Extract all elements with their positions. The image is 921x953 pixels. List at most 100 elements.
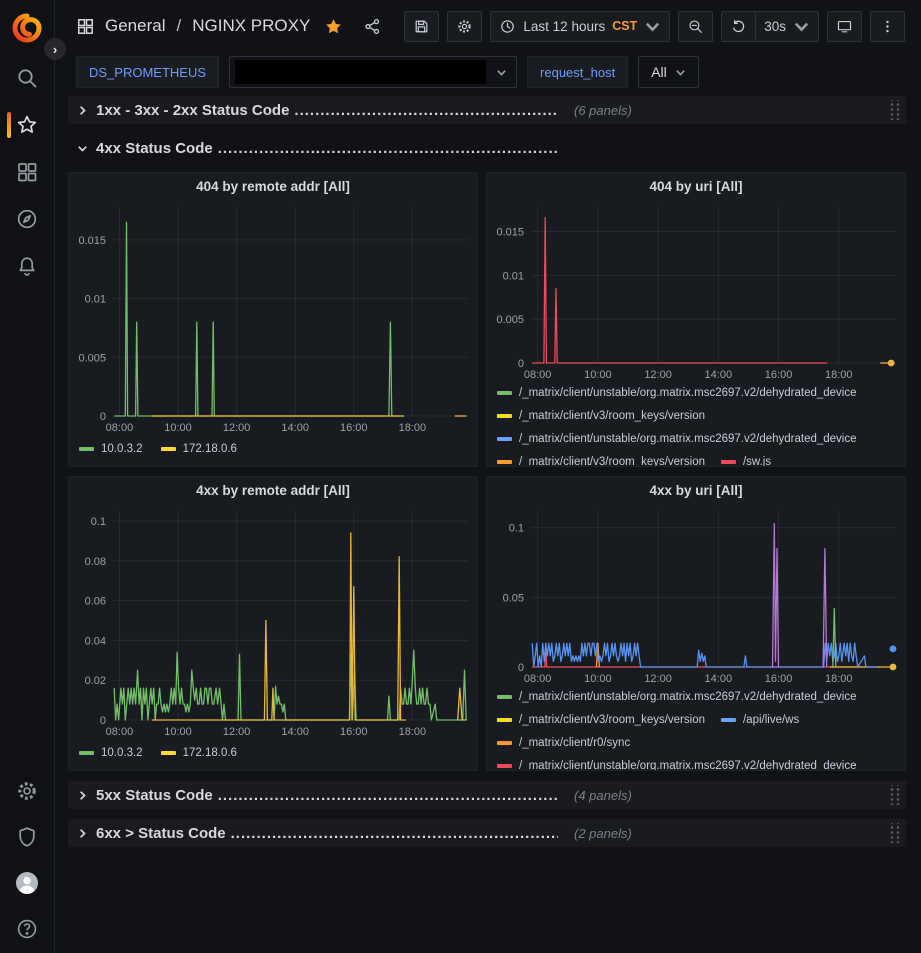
svg-text:0.04: 0.04 <box>85 635 106 647</box>
refresh-interval-label: 30s <box>764 18 786 34</box>
monitor-icon <box>837 20 852 32</box>
legend-swatch <box>79 447 94 451</box>
legend-item[interactable]: 10.0.3.2 <box>79 742 143 765</box>
sidebar-item-explore[interactable] <box>0 207 55 231</box>
grafana-logo-icon <box>12 13 42 43</box>
sidebar-item-help[interactable] <box>0 917 55 941</box>
sidebar-item-alerting[interactable] <box>0 254 55 278</box>
row-drag-handle[interactable] <box>888 823 900 843</box>
row-title: 5xx Status Code <box>96 786 213 804</box>
more-options-button[interactable] <box>870 10 905 42</box>
legend-swatch <box>720 717 736 722</box>
sidebar-item-starred[interactable] <box>0 112 55 138</box>
panel-4xx-by-uri: 4xx by uri [All] 0 0.05 0.1 08:00 10:00 12:00… <box>486 476 906 771</box>
panel-title[interactable]: 4xx by remote addr [All] <box>196 482 350 498</box>
dashboard-content: 1xx - 3xx - 2xx Status Code ............… <box>55 96 921 953</box>
sidebar-item-search[interactable] <box>0 66 55 90</box>
row-panel-count: (4 panels) <box>574 787 632 803</box>
svg-text:18:00: 18:00 <box>399 422 427 434</box>
refresh-button[interactable] <box>721 10 757 42</box>
chevron-down-icon <box>676 69 685 76</box>
panel-title[interactable]: 4xx by uri [All] <box>649 482 743 498</box>
legend-label: 10.0.3.2 <box>101 443 143 455</box>
row-6xx-status-code[interactable]: 6xx > Status Code ......................… <box>68 819 906 847</box>
time-range-picker[interactable]: Last 12 hours CST <box>490 10 671 42</box>
chevron-down-icon <box>497 69 506 76</box>
zoom-out-time-button[interactable] <box>678 10 714 42</box>
breadcrumb-section[interactable]: General <box>105 16 166 35</box>
svg-text:10:00: 10:00 <box>584 673 612 685</box>
legend-label: /_matrix/client/v3/room_keys/version <box>519 713 705 726</box>
chart-legend: /_matrix/client/unstable/org.matrix.msc2… <box>487 381 905 466</box>
gear-icon <box>18 782 36 800</box>
save-dashboard-button[interactable] <box>404 10 440 42</box>
row-5xx-status-code[interactable]: 5xx Status Code ........................… <box>68 781 906 809</box>
topbar: General / NGINX PROXY <box>55 0 921 52</box>
legend-label: 10.0.3.2 <box>101 747 143 759</box>
legend-item[interactable]: /_matrix/client/v3/room_keys/version <box>497 450 705 466</box>
svg-text:0.01: 0.01 <box>503 270 524 282</box>
avatar <box>16 872 38 894</box>
svg-text:16:00: 16:00 <box>340 726 368 738</box>
sidebar-item-profile[interactable] <box>0 871 55 895</box>
row-title-dots: ........................................… <box>217 786 558 804</box>
svg-text:0.08: 0.08 <box>85 556 106 568</box>
svg-text:10:00: 10:00 <box>584 369 612 381</box>
chevron-down-icon <box>78 145 87 152</box>
svg-text:0.1: 0.1 <box>91 516 106 528</box>
legend-item[interactable]: /sw.js <box>720 450 771 466</box>
legend-item[interactable]: /_matrix/client/unstable/org.matrix.msc2… <box>497 685 857 708</box>
datasource-select[interactable] <box>229 56 518 88</box>
legend-item[interactable]: /_matrix/client/unstable/org.matrix.msc2… <box>497 427 857 450</box>
sidebar-item-dashboards[interactable] <box>0 160 55 184</box>
panel-title[interactable]: 404 by uri [All] <box>649 178 743 194</box>
legend-item[interactable]: 172.18.0.6 <box>160 742 237 765</box>
svg-text:0.06: 0.06 <box>85 596 106 608</box>
legend-item[interactable]: 172.18.0.6 <box>160 438 237 461</box>
chart-canvas: 0 0.005 0.01 0.015 08:00 10:00 12:00 14:00 16:00… <box>496 207 896 381</box>
row-panel-count: (6 panels) <box>574 102 632 118</box>
legend-item[interactable]: /_matrix/client/v3/room_keys/version <box>497 708 705 731</box>
grafana-logo[interactable] <box>11 12 43 44</box>
legend-swatch <box>497 763 512 768</box>
request-host-select[interactable]: All <box>638 56 699 88</box>
svg-text:12:00: 12:00 <box>644 369 672 381</box>
svg-text:0: 0 <box>100 411 106 423</box>
legend-item[interactable]: 10.0.3.2 <box>79 438 143 461</box>
favorite-star-icon[interactable] <box>324 17 343 36</box>
timeseries-chart: 0 0.005 0.01 0.015 08:00 10:00 12:00 14:00 16:00… <box>69 199 477 434</box>
legend-item[interactable]: /_matrix/client/r0/sync <box>497 731 630 754</box>
legend-item[interactable]: /api/live/ws <box>720 708 800 731</box>
svg-text:12:00: 12:00 <box>644 673 672 685</box>
zoom-out-icon <box>689 19 703 33</box>
legend-item[interactable]: /_matrix/client/unstable/org.matrix.msc2… <box>497 381 857 404</box>
legend-item[interactable]: /_matrix/client/unstable/org.matrix.msc2… <box>497 754 857 770</box>
panel-title[interactable]: 404 by remote addr [All] <box>196 178 350 194</box>
panel-404-by-remote-addr: 404 by remote addr [All] 0 0.005 0.01 0.015… <box>68 172 478 467</box>
svg-text:14:00: 14:00 <box>705 673 733 685</box>
sidebar-item-server-admin[interactable] <box>0 825 55 849</box>
refresh-interval-dropdown[interactable]: 30s <box>756 10 819 42</box>
chevron-right-icon <box>80 828 86 838</box>
timeseries-chart: 0 0.005 0.01 0.015 08:00 10:00 12:00 14:00 16:00… <box>487 199 905 381</box>
row-drag-handle[interactable] <box>888 785 900 805</box>
svg-text:0.1: 0.1 <box>509 523 524 535</box>
dashboard-settings-button[interactable] <box>447 10 483 42</box>
svg-text:18:00: 18:00 <box>825 673 853 685</box>
legend-label: /api/live/ws <box>742 713 800 726</box>
share-icon[interactable] <box>363 17 382 36</box>
topbar-actions: Last 12 hours CST <box>404 10 905 42</box>
legend-item[interactable]: /_matrix/client/v3/room_keys/version <box>497 404 705 427</box>
sidebar-expand-button[interactable]: › <box>44 38 66 60</box>
row-title: 6xx > Status Code <box>96 824 226 842</box>
chevron-down-icon <box>646 22 660 31</box>
sidebar-item-configuration[interactable] <box>0 779 55 803</box>
row-1xx-3xx-2xx-status-code[interactable]: 1xx - 3xx - 2xx Status Code ............… <box>68 96 906 124</box>
row-4xx-status-code[interactable]: 4xx Status Code ........................… <box>68 134 906 162</box>
legend-label: /_matrix/client/unstable/org.matrix.msc2… <box>519 759 857 771</box>
row-drag-handle[interactable] <box>888 100 900 120</box>
legend-swatch <box>720 459 736 464</box>
tv-mode-button[interactable] <box>827 10 862 42</box>
svg-text:14:00: 14:00 <box>281 422 309 434</box>
legend-label: 172.18.0.6 <box>182 443 237 455</box>
